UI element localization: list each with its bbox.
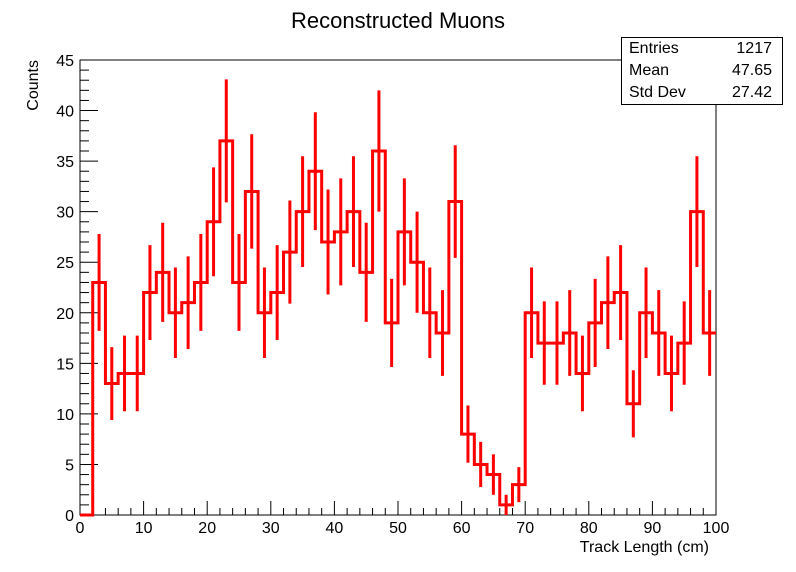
x-tick-label: 50 bbox=[389, 520, 407, 537]
y-tick-label: 10 bbox=[56, 407, 74, 424]
y-tick-label: 0 bbox=[65, 508, 74, 525]
error-bars bbox=[97, 79, 712, 515]
x-tick-label: 20 bbox=[198, 520, 216, 537]
y-axis: 0 5 10 15 20 25 30 35 40 45 bbox=[56, 53, 98, 525]
x-tick-label: 80 bbox=[580, 520, 598, 537]
x-tick-label: 70 bbox=[516, 520, 534, 537]
stats-value: 27.42 bbox=[731, 84, 772, 101]
x-tick-label: 100 bbox=[703, 520, 730, 537]
stats-value: 47.65 bbox=[731, 62, 772, 79]
x-tick-label: 30 bbox=[262, 520, 280, 537]
stats-label: Entries bbox=[629, 40, 679, 57]
stats-box: Entries 1217 Mean 47.65 Std Dev 27.42 bbox=[621, 37, 783, 105]
x-tick-label: 0 bbox=[76, 520, 85, 537]
y-tick-label: 20 bbox=[56, 306, 74, 323]
y-tick-label: 15 bbox=[56, 356, 74, 373]
histogram-line bbox=[80, 139, 716, 517]
stats-row-stddev: Std Dev 27.42 bbox=[622, 82, 782, 104]
y-tick-label: 40 bbox=[56, 104, 74, 121]
stats-value: 1217 bbox=[736, 40, 772, 57]
x-tick-label: 40 bbox=[326, 520, 344, 537]
y-axis-label: Counts bbox=[25, 60, 42, 111]
x-tick-label: 90 bbox=[644, 520, 662, 537]
x-tick-label: 60 bbox=[453, 520, 471, 537]
x-tick-label: 10 bbox=[135, 520, 153, 537]
y-tick-label: 25 bbox=[56, 255, 74, 272]
y-tick-label: 45 bbox=[56, 53, 74, 70]
stats-label: Std Dev bbox=[629, 84, 686, 101]
x-axis-label: Track Length (cm) bbox=[580, 539, 709, 556]
y-tick-label: 30 bbox=[56, 205, 74, 222]
stats-row-entries: Entries 1217 bbox=[622, 38, 782, 60]
y-tick-label: 5 bbox=[65, 457, 74, 474]
stats-row-mean: Mean 47.65 bbox=[622, 60, 782, 82]
x-axis: 0 10 20 30 40 50 60 70 80 90 100 bbox=[76, 501, 730, 537]
y-tick-label: 35 bbox=[56, 154, 74, 171]
chart-title: Reconstructed Muons bbox=[291, 8, 505, 33]
stats-label: Mean bbox=[629, 62, 670, 79]
